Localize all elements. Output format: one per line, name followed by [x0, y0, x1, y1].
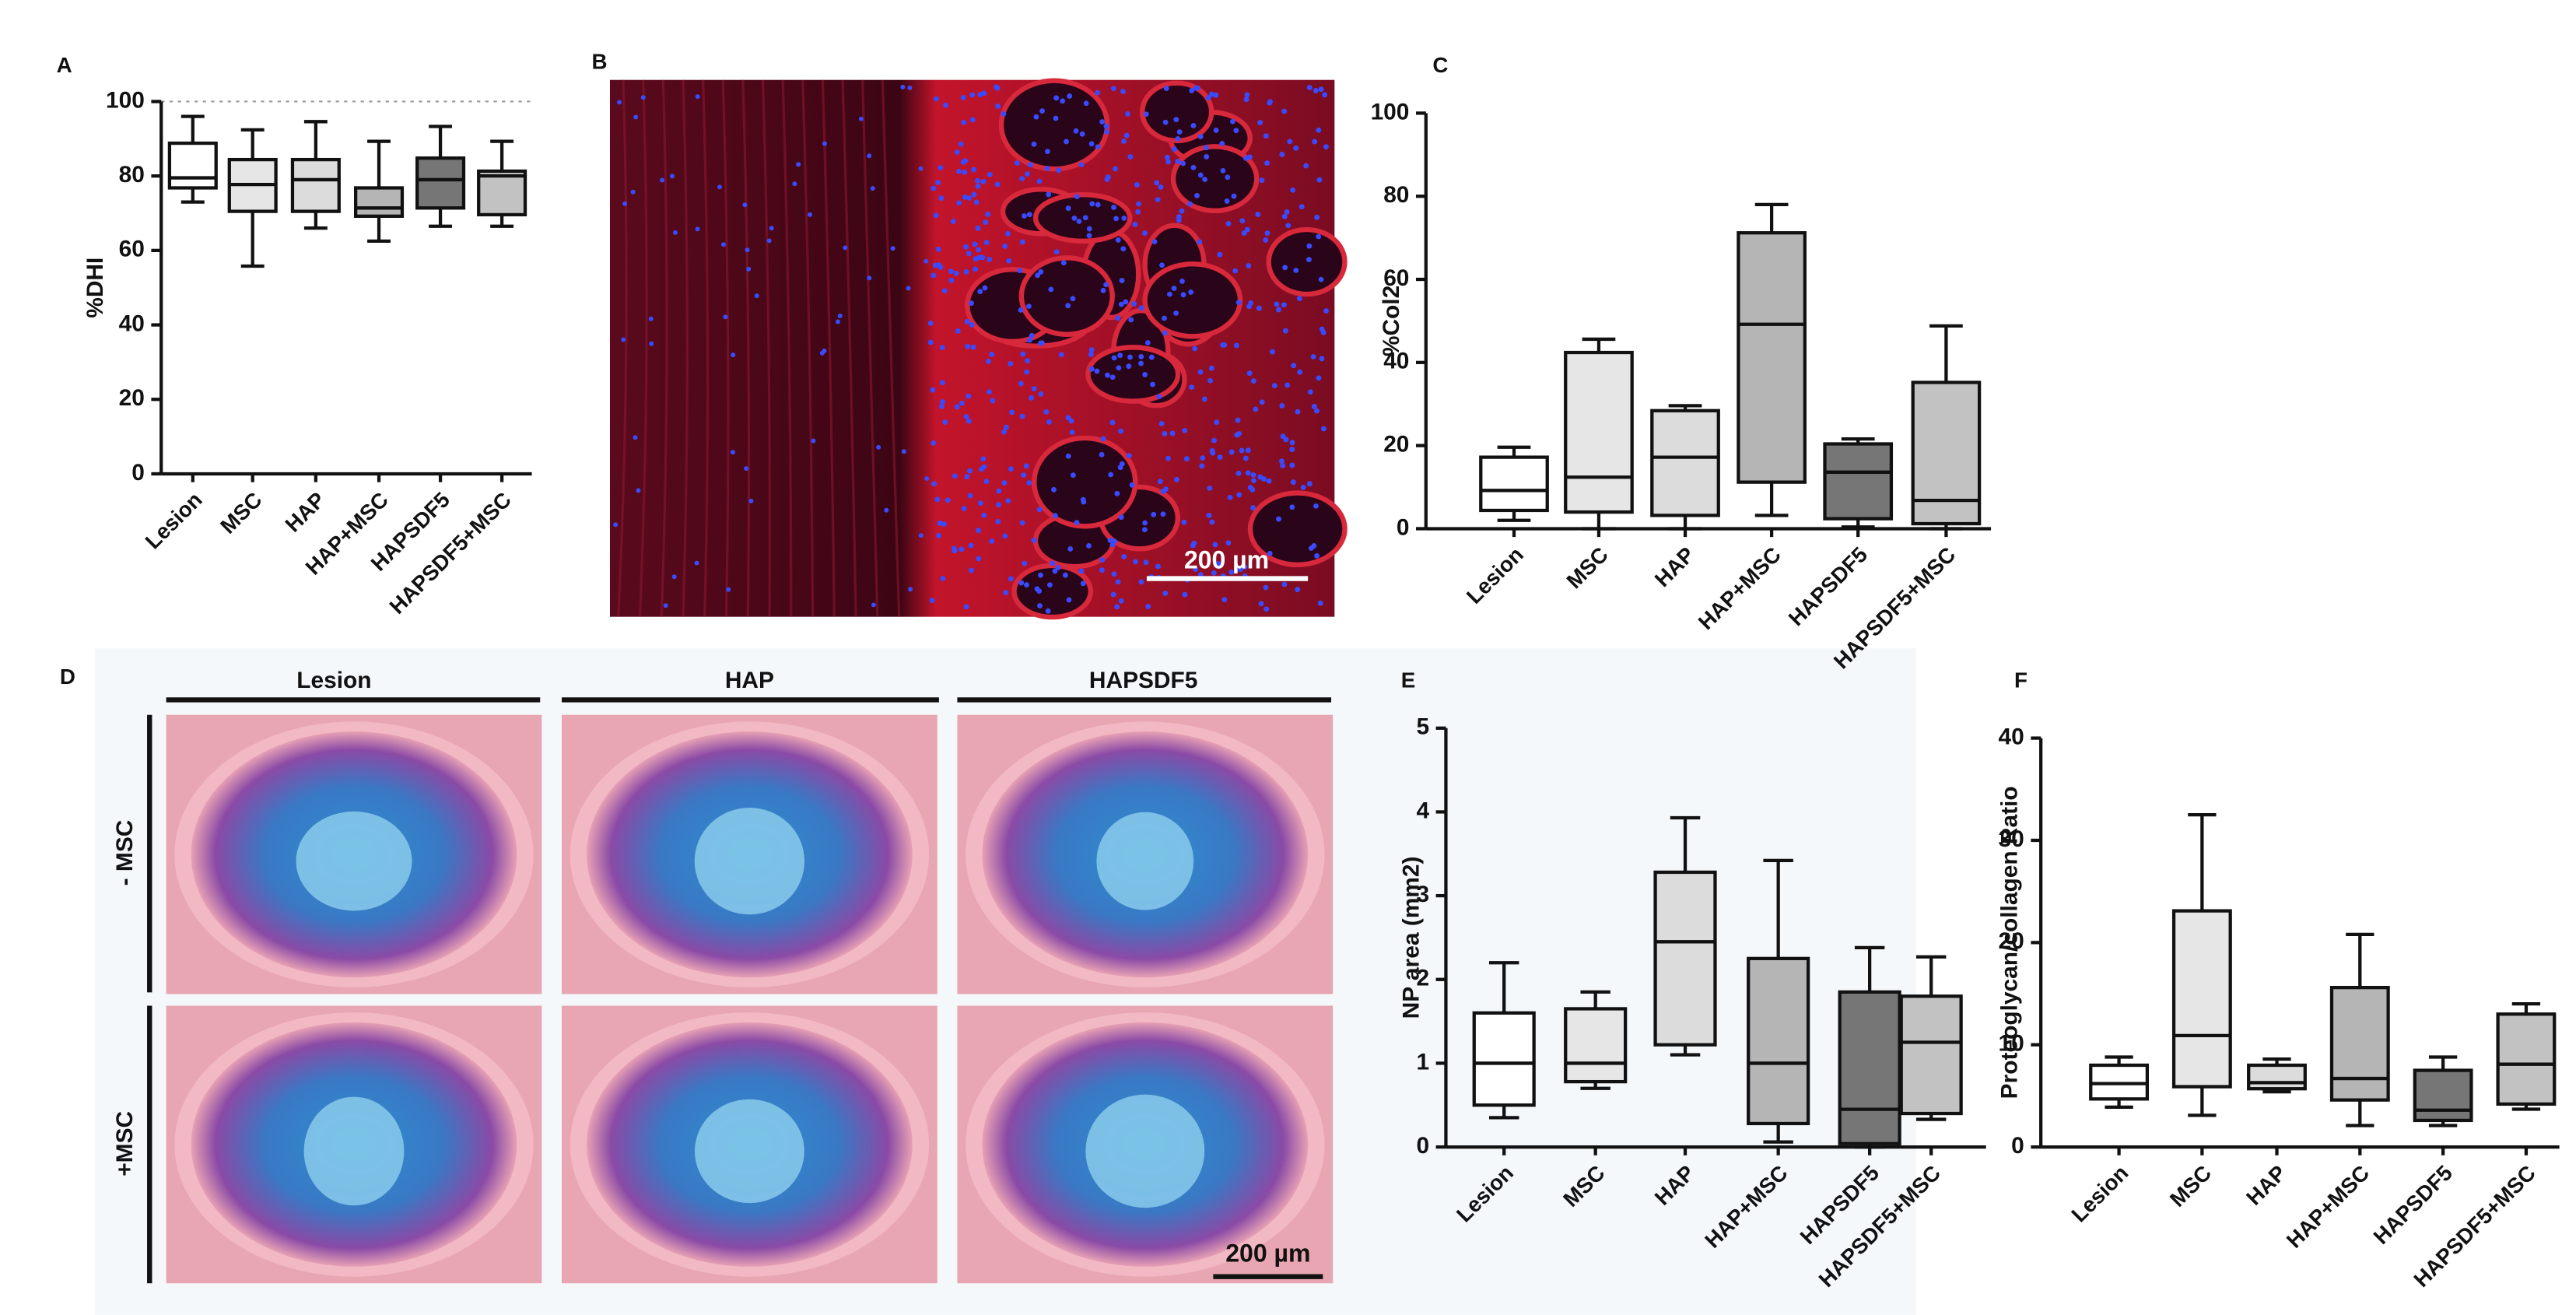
- box: [1472, 1011, 1536, 1107]
- y-tick-label: 100: [106, 87, 145, 113]
- y-tick-label: 5: [1416, 714, 1429, 740]
- y-tick-label: 40: [1383, 349, 1409, 374]
- column-label: HAP: [725, 668, 774, 693]
- scale-bar-label: 200 µm: [1184, 546, 1269, 574]
- y-axis-title: %Col2: [1379, 286, 1404, 356]
- panel-letter: F: [2014, 668, 2028, 692]
- box: [2496, 1012, 2557, 1106]
- box: [1838, 990, 1901, 1145]
- y-tick-label: 40: [1999, 724, 2024, 749]
- box: [1564, 350, 1634, 514]
- panel-letter: A: [57, 53, 72, 77]
- y-tick-label: 30: [1999, 826, 2024, 852]
- box: [477, 169, 527, 217]
- y-tick-label: 10: [1999, 1031, 2024, 1057]
- y-tick-label: 2: [1416, 966, 1429, 991]
- y-tick-label: 1: [1416, 1049, 1429, 1075]
- x-tick-label: Lesion: [1462, 542, 1528, 608]
- box: [1823, 442, 1894, 521]
- column-label: HAPSDF5: [1089, 668, 1198, 693]
- y-tick-label: 40: [119, 310, 145, 336]
- y-tick-label: 3: [1416, 882, 1429, 907]
- y-tick-label: 20: [119, 385, 145, 411]
- y-tick-label: 0: [2011, 1133, 2024, 1159]
- x-tick-label: HAP: [280, 487, 329, 536]
- y-tick-label: 60: [119, 237, 145, 262]
- row-label: - MSC: [112, 820, 138, 886]
- micrograph-d: Lesion HAP HAPSDF5 - MSC +MSC 200 µm D: [60, 648, 1916, 1315]
- box: [1737, 231, 1807, 484]
- x-tick-label: MSC: [1561, 542, 1613, 594]
- y-tick-label: 60: [1383, 265, 1409, 291]
- x-tick-label: MSC: [2165, 1160, 2217, 1212]
- row-label: +MSC: [112, 1111, 138, 1176]
- x-tick-label: HAP: [2241, 1160, 2290, 1209]
- y-tick-label: 4: [1416, 798, 1429, 823]
- column-label: Lesion: [296, 668, 371, 693]
- box: [2329, 986, 2390, 1102]
- y-tick-label: 0: [131, 460, 145, 486]
- x-tick-label: HAPSDF5: [1784, 542, 1873, 631]
- box: [1899, 994, 1963, 1116]
- y-tick-label: 80: [1383, 182, 1409, 208]
- box: [353, 186, 405, 218]
- x-tick-label: HAP: [1650, 542, 1699, 591]
- box: [1479, 455, 1549, 513]
- y-tick-label: 20: [1999, 928, 2024, 954]
- y-axis-title: %DHI: [82, 258, 108, 318]
- panel-letter: B: [591, 50, 607, 74]
- y-tick-label: 0: [1416, 1133, 1429, 1159]
- panel-letter: E: [1401, 668, 1416, 692]
- scale-bar-label: 200 µm: [1225, 1239, 1310, 1267]
- box: [1911, 380, 1982, 526]
- y-tick-label: 80: [119, 162, 145, 188]
- box: [1564, 1007, 1628, 1084]
- box: [290, 157, 341, 213]
- x-tick-label: Lesion: [141, 487, 207, 553]
- box: [415, 156, 466, 210]
- y-tick-label: 0: [1397, 514, 1410, 540]
- panel-letter: D: [60, 665, 75, 689]
- box: [1653, 870, 1717, 1047]
- box: [1747, 956, 1810, 1126]
- y-axis-title: Proteoglycan/collagen Ratio: [1997, 786, 2023, 1099]
- box-chart: F Proteoglycan/collagen Ratio 0 10 20 30 40 Les…: [1997, 668, 2560, 1292]
- x-tick-label: MSC: [216, 487, 267, 538]
- x-tick-label: HAP+MSC: [1694, 542, 1786, 634]
- y-axis-title: NP area (mm2): [1399, 857, 1425, 1019]
- micrograph-b: 200 µm B: [591, 50, 1348, 620]
- x-tick-label: HAPSDF5: [2369, 1160, 2458, 1249]
- box: [1650, 409, 1720, 517]
- x-tick-label: HAP+MSC: [2282, 1160, 2374, 1252]
- box: [2247, 1063, 2307, 1091]
- y-tick-label: 20: [1383, 432, 1409, 458]
- panel-letter: C: [1432, 53, 1448, 77]
- box: [2413, 1068, 2473, 1123]
- box-chart: C %Col2 0 20 40 60 80 100 Lesion MSC HAPHAP+MSCHAP…: [1371, 53, 1992, 673]
- y-tick-label: 100: [1371, 99, 1410, 124]
- box: [2171, 909, 2232, 1089]
- box: [167, 141, 218, 190]
- x-tick-label: Lesion: [2066, 1160, 2133, 1226]
